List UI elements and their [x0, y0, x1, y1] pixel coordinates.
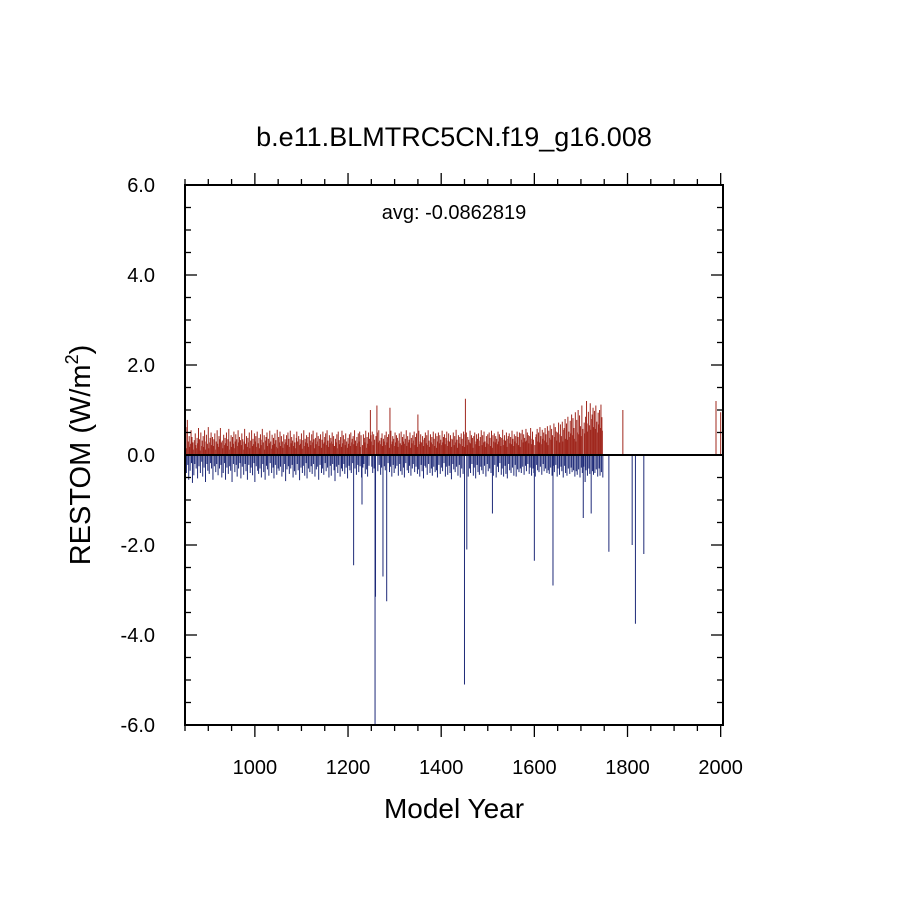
- y-tick-label: 6.0: [127, 175, 155, 197]
- x-axis-label: Model Year: [384, 793, 524, 824]
- plot-area: [184, 173, 724, 737]
- y-axis-label-main: RESTOM (W/m: [65, 364, 97, 565]
- avg-annotation: avg: -0.0862819: [382, 202, 527, 224]
- y-tick-label: -6.0: [121, 715, 155, 737]
- chart-title: b.e11.BLMTRC5CN.f19_g16.008: [256, 122, 652, 152]
- x-tick-label: 1000: [233, 757, 278, 779]
- y-axis-label: RESTOM (W/m2): [62, 345, 97, 566]
- x-tick-label: 1800: [605, 757, 650, 779]
- y-tick-labels: -6.0 -4.0 -2.0 0.0 2.0 4.0 6.0: [121, 175, 155, 737]
- y-axis-label-superscript: 2: [62, 354, 82, 364]
- y-tick-label: 2.0: [127, 355, 155, 377]
- x-tick-label: 1200: [326, 757, 371, 779]
- y-axis-label-close: ): [65, 345, 97, 355]
- y-tick-label: 4.0: [127, 265, 155, 287]
- axis-ticks: [184, 173, 723, 737]
- y-tick-label: 0.0: [127, 445, 155, 467]
- x-tick-labels: 1000 1200 1400 1600 1800 2000: [233, 757, 743, 779]
- y-tick-label: -2.0: [121, 535, 155, 557]
- bar-series: [184, 398, 722, 725]
- x-tick-label: 2000: [698, 757, 743, 779]
- y-tick-label: -4.0: [121, 625, 155, 647]
- x-tick-label: 1400: [419, 757, 464, 779]
- x-tick-label: 1600: [512, 757, 557, 779]
